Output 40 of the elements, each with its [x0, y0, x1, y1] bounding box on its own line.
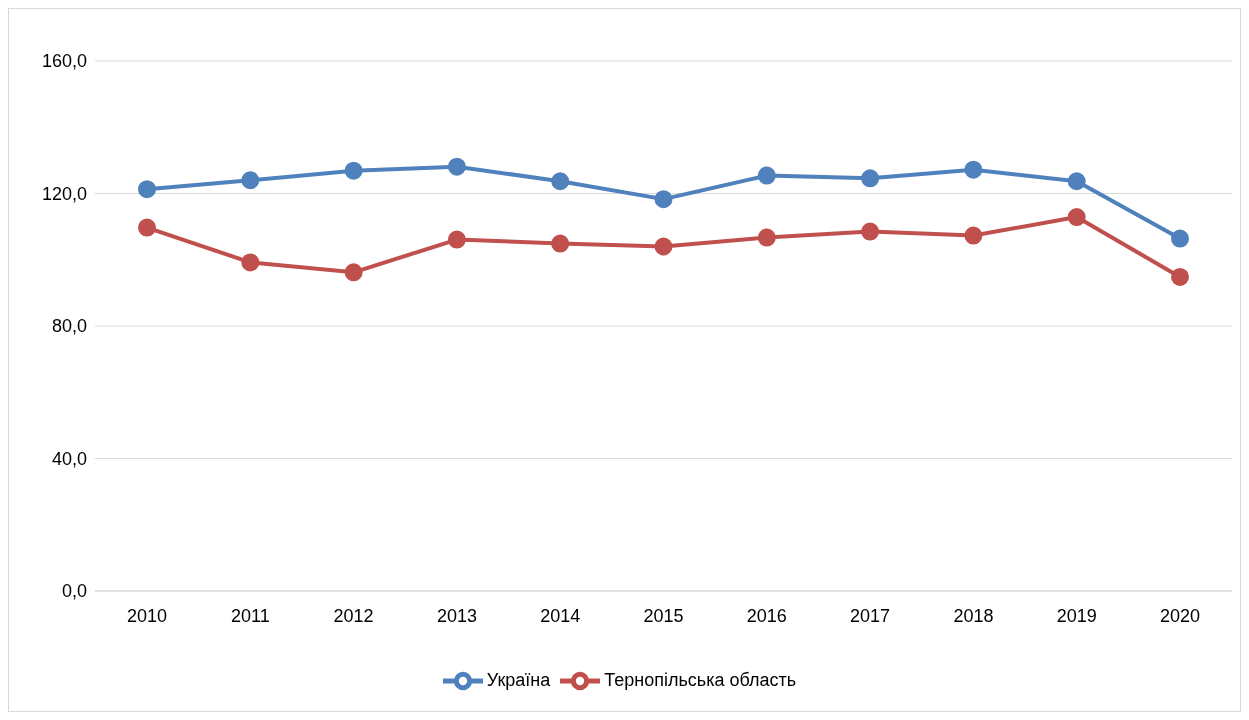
y-tick-label: 160,0 — [41, 51, 87, 72]
x-tick-label: 2011 — [230, 605, 270, 626]
x-tick-label: 2010 — [126, 605, 168, 626]
point — [861, 169, 880, 188]
point — [138, 180, 156, 199]
point — [1067, 172, 1086, 191]
point — [1171, 229, 1189, 248]
point — [1067, 208, 1086, 227]
x-tick-label: 2014 — [540, 605, 581, 626]
x-tick-label: 2015 — [643, 605, 684, 626]
point — [138, 218, 156, 237]
x-tick-label: 2013 — [436, 605, 477, 626]
x-tick-label: 2020 — [1159, 605, 1201, 626]
x-tick-label: 2012 — [333, 605, 374, 626]
y-tick-label: 80,0 — [51, 316, 87, 337]
y-tick-label: 0,0 — [61, 581, 87, 602]
point — [344, 263, 363, 282]
y-tick-label: 40,0 — [51, 448, 87, 469]
point — [344, 161, 363, 180]
point — [654, 237, 673, 256]
point — [654, 190, 673, 209]
point — [1171, 267, 1189, 286]
x-tick-label: 2017 — [850, 605, 891, 626]
point — [861, 222, 880, 241]
x-tick-label: 2016 — [746, 605, 787, 626]
point — [241, 171, 260, 190]
point — [757, 228, 776, 247]
x-tick-label: 2018 — [953, 605, 994, 626]
point — [241, 253, 260, 272]
point — [447, 157, 466, 176]
point — [964, 160, 983, 179]
point — [551, 172, 570, 191]
point — [757, 166, 776, 185]
legend-label: Тернопільська область — [604, 669, 797, 690]
legend-label: Україна — [486, 669, 551, 690]
y-tick-label: 120,0 — [41, 183, 87, 204]
x-tick-label: 2019 — [1056, 605, 1097, 626]
point — [551, 234, 570, 253]
point — [447, 230, 466, 249]
point — [964, 226, 983, 245]
